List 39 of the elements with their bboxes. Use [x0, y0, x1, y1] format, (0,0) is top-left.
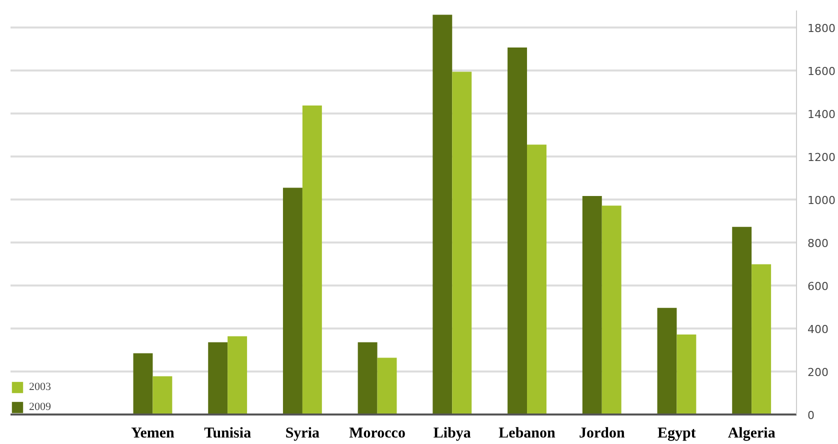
- x-tick-label: Syria: [285, 426, 320, 442]
- bar: [152, 376, 172, 414]
- bar: [657, 308, 677, 414]
- bar: [302, 105, 322, 414]
- y-tick-label: 1600: [808, 65, 836, 78]
- y-tick-label: 0: [808, 409, 814, 422]
- y-tick-label: 200: [808, 366, 828, 380]
- x-tick-label: Egypt: [658, 426, 696, 442]
- y-tick-label: 400: [808, 323, 828, 336]
- bar: [377, 358, 397, 414]
- x-tick-label: Tunisia: [204, 426, 252, 442]
- y-tick-label: 1200: [808, 151, 836, 164]
- x-tick-label: Jordon: [578, 426, 626, 442]
- bar: [676, 334, 696, 414]
- bar: [732, 226, 752, 414]
- bar: [452, 72, 472, 414]
- bar: [133, 353, 153, 414]
- y-tick-label: 1800: [808, 22, 836, 36]
- bar: [508, 47, 528, 414]
- bar: [527, 144, 546, 414]
- bar: [282, 188, 302, 414]
- bar: [752, 264, 772, 414]
- y-tick-label: 1400: [808, 108, 836, 122]
- bar: [228, 336, 248, 414]
- bar: [358, 342, 378, 414]
- legend-label: 2003: [29, 381, 51, 393]
- y-tick-label: 1000: [808, 194, 836, 208]
- bar: [602, 206, 622, 414]
- bar: [432, 14, 452, 414]
- bar: [582, 196, 602, 414]
- x-tick-label: Yemen: [131, 426, 176, 442]
- y-tick-label: 800: [808, 237, 828, 250]
- legend-label: 2009: [29, 401, 51, 413]
- x-tick-label: Libya: [433, 426, 472, 442]
- x-tick-label: Morocco: [349, 426, 406, 442]
- bar: [208, 342, 228, 414]
- y-tick-label: 600: [808, 280, 828, 294]
- x-tick-label: Algeria: [728, 426, 776, 442]
- x-tick-label: Lebanon: [498, 426, 556, 442]
